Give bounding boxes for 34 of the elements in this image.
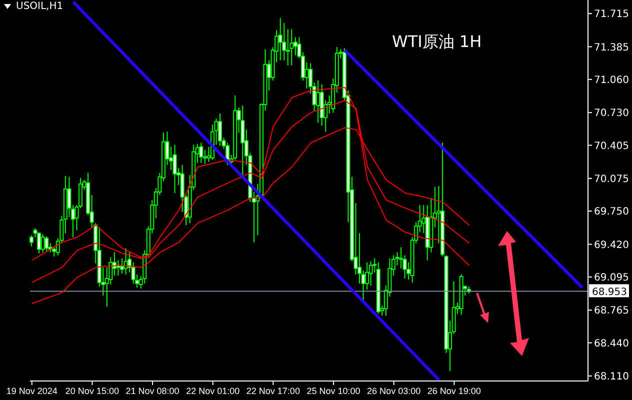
candlestick — [218, 113, 222, 146]
candlestick — [40, 234, 45, 253]
x-tick-label: 20 Nov 15:00 — [65, 386, 119, 396]
candlestick — [278, 18, 282, 61]
y-tick-label: 71.385 — [594, 42, 629, 54]
x-tick-label: 25 Nov 10:00 — [306, 386, 360, 396]
x-tick-label: 19 Nov 2024 — [6, 386, 58, 396]
y-tick-label: 70.405 — [594, 140, 629, 152]
y-tick-label: 69.750 — [594, 206, 629, 218]
x-tick-label: 21 Nov 08:00 — [126, 386, 180, 396]
ref-line-label: 68.953 — [592, 287, 627, 298]
candlestick — [240, 105, 245, 178]
y-tick-label: 71.715 — [594, 9, 629, 20]
candlestick — [316, 80, 320, 124]
y-tick-label: 69.420 — [594, 240, 629, 251]
candlestick — [368, 260, 373, 286]
y-tick-label: 70.075 — [594, 174, 629, 185]
candlestick — [37, 232, 42, 254]
y-tick-label: 70.730 — [594, 108, 629, 120]
x-tick-label: 26 Nov 19:00 — [427, 386, 481, 396]
text: WTI原油 1H — [392, 32, 482, 53]
candlestick — [290, 28, 294, 66]
x-tick-label: 22 Nov 01:00 — [186, 386, 240, 396]
candlestick — [172, 144, 177, 194]
x-tick-label: 26 Nov 03:00 — [367, 386, 421, 396]
y-tick-label: 68.440 — [594, 338, 629, 350]
y-tick-label: 68.765 — [594, 306, 629, 317]
y-tick-label: 69.095 — [594, 272, 629, 284]
y-tick-label: 71.060 — [594, 74, 629, 86]
candlestick — [199, 142, 204, 164]
annotation: USOIL,H1 — [14, 1, 66, 12]
candlestick — [44, 236, 49, 252]
y-tick-label: 68.110 — [594, 372, 629, 383]
x-tick-label: 22 Nov 17:00 — [246, 386, 300, 396]
